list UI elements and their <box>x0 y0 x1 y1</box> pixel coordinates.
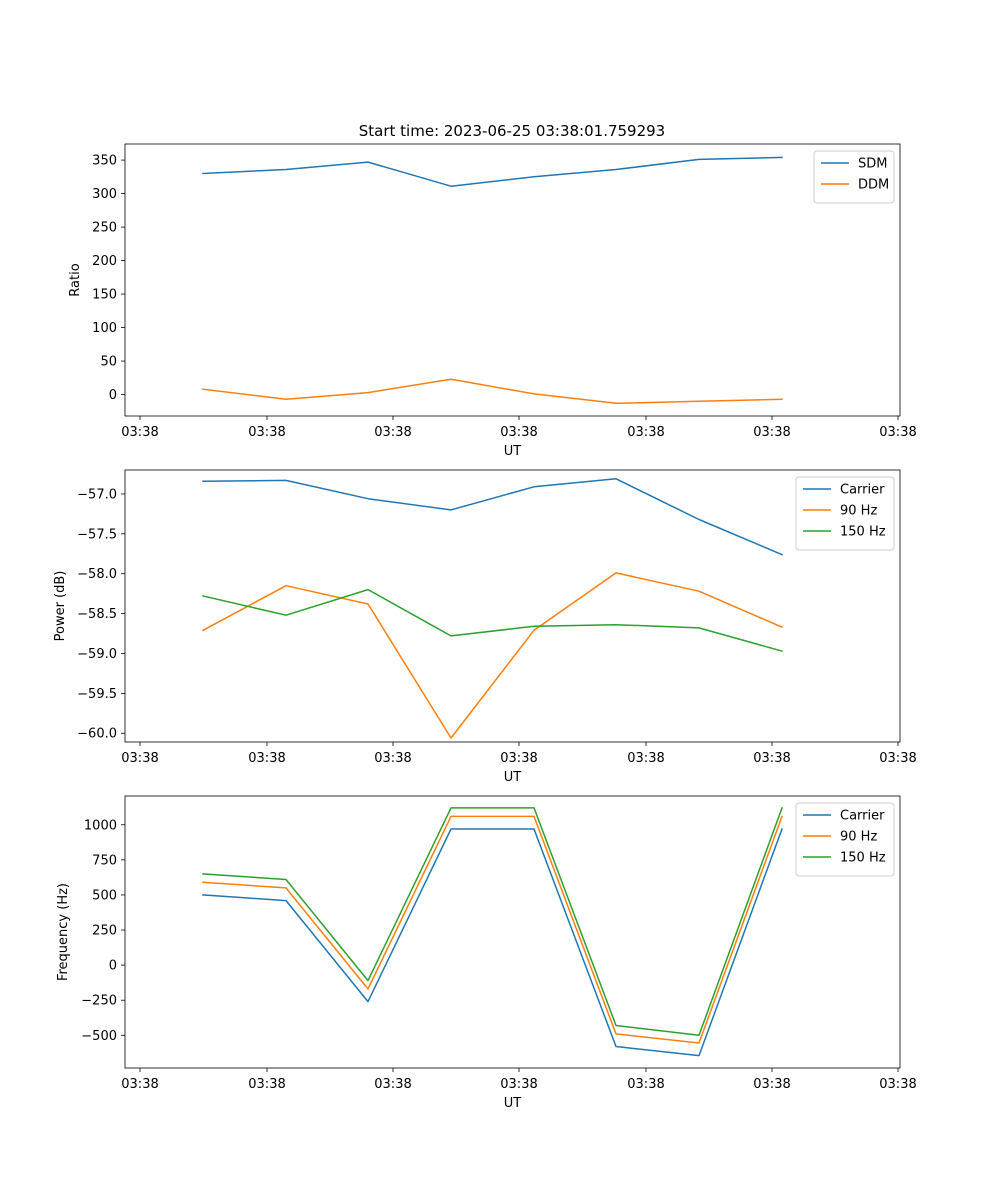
plot-frame <box>124 795 901 1069</box>
x-tick-label: 03:38 <box>121 751 158 766</box>
legend-label: Carrier <box>840 483 885 498</box>
x-tick-label: 03:38 <box>753 751 790 766</box>
y-axis-label: Power (dB) <box>53 571 68 642</box>
x-tick-label: 03:38 <box>627 425 664 440</box>
y-tick-label: 50 <box>100 355 117 370</box>
chart-title: Start time: 2023-06-25 03:38:01.759293 <box>359 122 665 140</box>
x-tick-label: 03:38 <box>121 425 158 440</box>
y-tick-label: 250 <box>92 221 117 236</box>
legend-label: 150 Hz <box>840 525 886 540</box>
series-line-150-hz <box>202 588 783 653</box>
y-tick-label: 200 <box>92 254 117 269</box>
y-tick-label: −57.5 <box>77 527 117 542</box>
x-tick-label: 03:38 <box>753 1077 790 1092</box>
plot-frame <box>124 469 901 743</box>
y-axis-label: Ratio <box>68 263 83 296</box>
legend-box <box>813 150 895 204</box>
y-tick-label: −250 <box>81 994 117 1009</box>
legend: SDM DDM <box>813 150 895 204</box>
legend-label: DDM <box>858 178 889 193</box>
x-axis-label: UT <box>504 770 522 785</box>
y-tick-label: 0 <box>109 959 117 974</box>
x-tick-label: 03:38 <box>500 1077 537 1092</box>
legend-label: SDM <box>858 157 887 172</box>
y-axis-label: Frequency (Hz) <box>56 883 71 981</box>
x-tick-label: 03:38 <box>248 1077 285 1092</box>
y-tick-label: 300 <box>92 187 117 202</box>
x-axis-label: UT <box>504 444 522 459</box>
y-tick-label: −59.0 <box>77 647 117 662</box>
plot-frame <box>124 143 901 417</box>
y-tick-label: 250 <box>92 924 117 939</box>
series-line-carrier <box>202 478 783 556</box>
y-tick-label: 1000 <box>84 818 117 833</box>
x-tick-label: 03:38 <box>500 751 537 766</box>
chart-panel-3: 03:38 03:38 03:38 03:38 03:38 03:38 03:38 −500 −… <box>56 795 917 1111</box>
x-tick-label: 03:38 <box>753 425 790 440</box>
y-tick-label: −57.0 <box>77 487 117 502</box>
y-tick-label: 500 <box>92 888 117 903</box>
panels: 03:38 03:38 03:38 03:38 03:38 03:38 03:38 0 50 10… <box>53 143 917 1111</box>
chart-panel-1: 03:38 03:38 03:38 03:38 03:38 03:38 03:38 0 50 10… <box>68 143 917 459</box>
series-line-150-hz <box>202 806 783 1037</box>
legend-label: 90 Hz <box>840 504 877 519</box>
x-tick-label: 03:38 <box>500 425 537 440</box>
series-line-carrier <box>202 828 783 1057</box>
y-tick-label: 750 <box>92 853 117 868</box>
x-axis-label: UT <box>504 1096 522 1111</box>
x-tick-label: 03:38 <box>374 1077 411 1092</box>
y-tick-label: −500 <box>81 1029 117 1044</box>
y-tick-label: −60.0 <box>77 727 117 742</box>
y-tick-label: 0 <box>109 388 117 403</box>
legend-label: 90 Hz <box>840 830 877 845</box>
x-tick-label: 03:38 <box>879 425 916 440</box>
y-tick-label: −59.5 <box>77 687 117 702</box>
y-tick-label: 350 <box>92 154 117 169</box>
x-tick-label: 03:38 <box>374 425 411 440</box>
legend: Carrier 90 Hz 150 Hz <box>795 802 895 877</box>
x-tick-label: 03:38 <box>627 1077 664 1092</box>
x-tick-label: 03:38 <box>121 1077 158 1092</box>
series-line-90-hz <box>202 815 783 1044</box>
x-tick-label: 03:38 <box>248 425 285 440</box>
chart-panel-2: 03:38 03:38 03:38 03:38 03:38 03:38 03:38 −60.0… <box>53 469 917 785</box>
y-tick-label: 100 <box>92 321 117 336</box>
legend: Carrier 90 Hz 150 Hz <box>795 476 895 551</box>
legend-label: 150 Hz <box>840 851 886 866</box>
y-tick-label: −58.5 <box>77 607 117 622</box>
x-tick-label: 03:38 <box>627 751 664 766</box>
x-tick-label: 03:38 <box>879 751 916 766</box>
series-line-90-hz <box>201 572 783 739</box>
x-tick-label: 03:38 <box>248 751 285 766</box>
x-tick-label: 03:38 <box>374 751 411 766</box>
y-tick-label: −58.0 <box>77 567 117 582</box>
x-tick-label: 03:38 <box>879 1077 916 1092</box>
series-line-ddm <box>202 378 783 405</box>
series-line-sdm <box>202 156 783 187</box>
y-tick-label: 150 <box>92 288 117 303</box>
legend-label: Carrier <box>840 809 885 824</box>
